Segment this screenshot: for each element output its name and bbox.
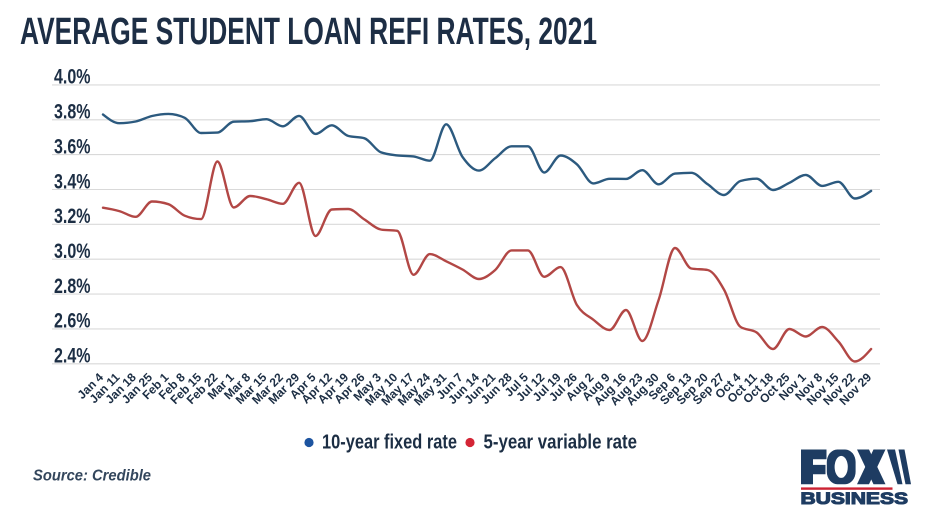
svg-text:2.6%: 2.6% [54, 310, 91, 333]
svg-text:10-year fixed rate: 10-year fixed rate [322, 431, 457, 453]
svg-text:3.2%: 3.2% [54, 205, 91, 228]
svg-text:BUSINESS: BUSINESS [801, 489, 909, 508]
svg-text:3.6%: 3.6% [54, 135, 91, 158]
svg-text:3.8%: 3.8% [54, 101, 91, 124]
svg-text:3.0%: 3.0% [54, 240, 91, 263]
svg-text:2.8%: 2.8% [54, 275, 91, 298]
svg-text:5-year variable rate: 5-year variable rate [484, 431, 638, 453]
svg-text:4.0%: 4.0% [54, 66, 91, 89]
svg-text:3.4%: 3.4% [54, 170, 91, 193]
svg-text:Source: Credible: Source: Credible [33, 468, 151, 485]
svg-text:AVERAGE STUDENT LOAN REFI RATE: AVERAGE STUDENT LOAN REFI RATES, 2021 [20, 11, 597, 53]
svg-text:2.4%: 2.4% [54, 345, 91, 368]
